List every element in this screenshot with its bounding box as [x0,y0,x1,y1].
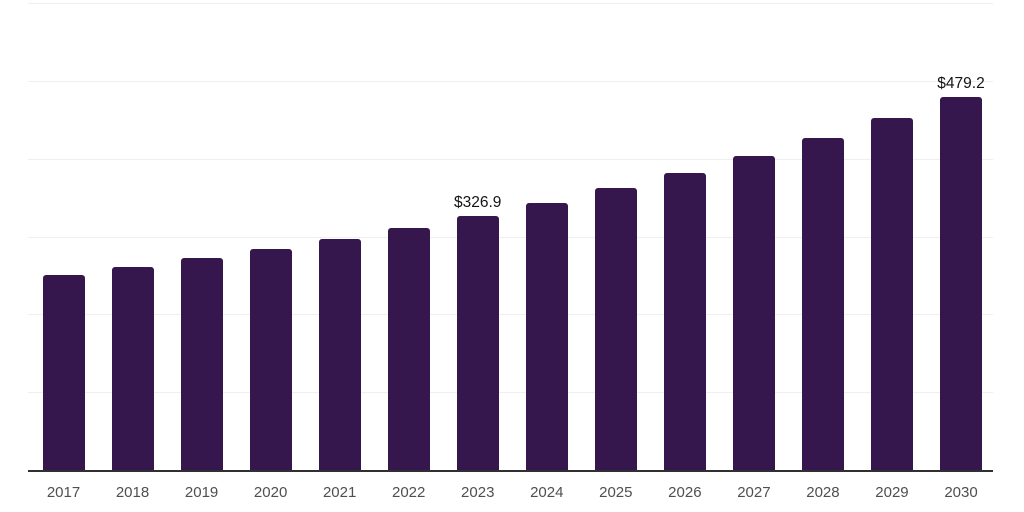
bar-2021 [318,239,361,470]
x-tick-2029: 2029 [875,484,909,501]
bar-2025 [594,188,637,470]
bar-2029 [870,118,913,470]
bar-2023 [456,215,499,470]
gridline-600 [28,3,993,4]
bar-2030 [940,97,983,470]
gridline-500 [28,80,993,82]
x-tick-2025: 2025 [599,484,633,501]
x-tick-2023: 2023 [461,484,495,501]
bar-2027 [732,156,775,470]
x-tick-2028: 2028 [806,484,840,501]
x-tick-2020: 2020 [253,484,288,501]
x-tick-2026: 2026 [668,484,702,501]
x-tick-2027: 2027 [737,484,771,501]
x-tick-2019: 2019 [184,484,219,501]
bar-2019 [180,257,223,470]
x-tick-2018: 2018 [115,484,150,501]
bar-2028 [801,138,844,470]
x-tick-2030: 2030 [944,484,978,501]
x-tick-2017: 2017 [46,484,81,501]
bar-2020 [249,248,292,470]
gridline-100 [28,392,993,394]
gridline-200 [28,314,993,316]
data-label-2023: $326.9 [454,193,502,211]
x-tick-2021: 2021 [322,484,357,501]
bar-2022 [387,227,430,470]
bar-2017 [42,274,85,470]
gridline-400 [28,158,993,160]
bar-2018 [111,266,154,470]
x-tick-2022: 2022 [392,484,426,501]
data-label-2030: $479.2 [937,75,985,93]
plot-area: $326.9 $479.2 [28,3,993,472]
bar-2024 [525,203,568,470]
x-tick-2024: 2024 [530,484,564,501]
gridline-300 [28,236,993,238]
bar-2026 [663,173,706,470]
